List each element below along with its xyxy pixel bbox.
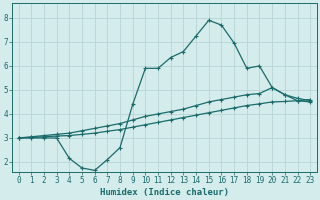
X-axis label: Humidex (Indice chaleur): Humidex (Indice chaleur)	[100, 188, 229, 197]
